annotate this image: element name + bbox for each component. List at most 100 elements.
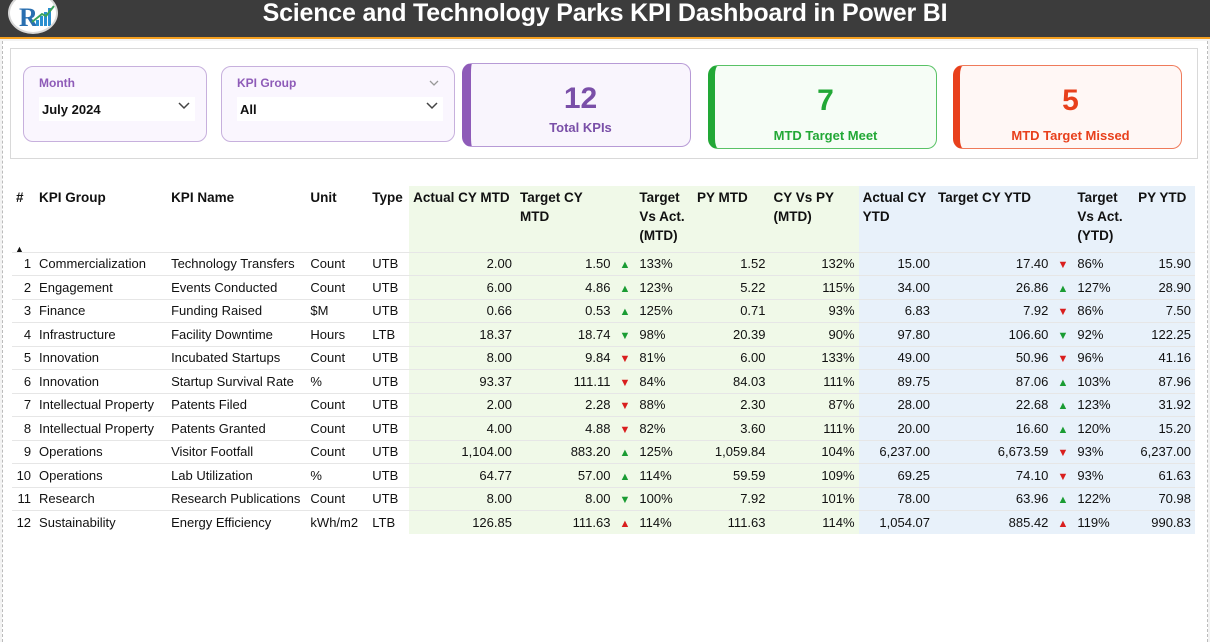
cell-arrow-ytd: ▼: [1052, 298, 1074, 323]
cell-kpi-group: Innovation: [35, 369, 168, 393]
table-row[interactable]: 12 Sustainability Energy Efficiency kWh/m2 L…: [12, 510, 1195, 534]
col-header-target-vs-act-ytd[interactable]: Target Vs Act. (YTD): [1073, 186, 1135, 252]
cell-actual-cy-ytd: 6,237.00: [858, 439, 935, 464]
col-header-index[interactable]: # ▲: [12, 186, 35, 254]
table-row[interactable]: 9 Operations Visitor Footfall Count UTB 1,104…: [12, 439, 1195, 464]
cell-unit: Count: [306, 275, 369, 299]
cell-target-vs-act-mtd: 123%: [635, 275, 694, 299]
triangle-down-icon: ▼: [1057, 329, 1069, 342]
cell-target-vs-act-ytd: 92%: [1073, 322, 1135, 346]
col-header-py-mtd[interactable]: PY MTD: [693, 186, 770, 252]
col-header-unit[interactable]: Unit: [310, 190, 337, 205]
table-row[interactable]: 8 Intellectual Property Patents Granted Cou…: [12, 416, 1195, 440]
col-header-kpi-name[interactable]: KPI Name: [171, 190, 235, 205]
triangle-down-icon: ▼: [1057, 447, 1069, 460]
table-row[interactable]: 4 Infrastructure Facility Downtime Hours LTB…: [12, 322, 1195, 346]
cell-py-ytd: 28.90: [1134, 275, 1195, 299]
cell-py-ytd: 990.83: [1134, 510, 1195, 534]
triangle-up-icon: ▲: [1057, 376, 1069, 389]
cell-py-ytd: 70.98: [1134, 486, 1195, 511]
table-row[interactable]: 7 Intellectual Property Patents Filed Count…: [12, 392, 1195, 417]
cell-kpi-name: Events Conducted: [167, 275, 307, 299]
cell-target-cy-ytd: 6,673.59: [934, 439, 1053, 464]
cell-unit: Count: [306, 416, 369, 440]
kpi-group-dropdown-value: All: [240, 102, 257, 117]
cell-target-cy-ytd: 16.60: [934, 416, 1053, 440]
triangle-up-icon: ▲: [1057, 400, 1069, 413]
table-row[interactable]: 5 Innovation Incubated Startups Count UTB 8.0…: [12, 345, 1195, 370]
cell-arrow-mtd: ▲: [614, 275, 636, 299]
mtd-target-missed-card: 5 MTD Target Missed: [953, 65, 1182, 149]
month-dropdown[interactable]: July 2024: [39, 97, 195, 121]
cell-py-mtd: 59.59: [693, 463, 770, 487]
triangle-up-icon: ▲: [619, 518, 631, 530]
cell-target-vs-act-mtd: 88%: [635, 392, 694, 417]
chevron-down-icon[interactable]: [428, 77, 440, 89]
mtd-target-meet-caption: MTD Target Meet: [773, 128, 878, 143]
cell-arrow-mtd: ▲: [614, 298, 636, 323]
triangle-down-icon: ▼: [1057, 259, 1069, 272]
col-header-actual-cy-mtd[interactable]: Actual CY MTD: [409, 186, 516, 252]
mtd-target-missed-caption: MTD Target Missed: [1011, 128, 1130, 143]
cell-actual-cy-ytd: 89.75: [858, 369, 935, 393]
cell-type: UTB: [368, 298, 410, 323]
cell-kpi-group: Intellectual Property: [35, 416, 168, 440]
cell-kpi-name: Incubated Startups: [167, 345, 307, 370]
cell-py-mtd: 20.39: [693, 322, 770, 346]
table-row[interactable]: 6 Innovation Startup Survival Rate% UTB 93.3…: [12, 369, 1195, 393]
cell-target-cy-ytd: 7.92: [934, 298, 1053, 323]
cell-arrow-ytd: ▲: [1052, 392, 1074, 417]
cell-target-vs-act-mtd: 81%: [635, 345, 694, 370]
cell-target-vs-act-ytd: 93%: [1073, 463, 1135, 487]
table-row[interactable]: 11 Research Research Publications Count UTB 8…: [12, 486, 1195, 511]
sort-ascending-icon[interactable]: ▲: [15, 244, 24, 254]
col-header-py-ytd[interactable]: PY YTD: [1134, 186, 1195, 252]
cell-index: 9: [12, 439, 36, 464]
cell-arrow-ytd: ▲: [1052, 510, 1074, 534]
cell-cy-vs-py-mtd: 101%: [769, 486, 859, 511]
triangle-up-icon: ▲: [1057, 494, 1069, 507]
col-header-type[interactable]: Type: [372, 190, 403, 205]
cell-target-vs-act-mtd: 125%: [635, 439, 694, 464]
chevron-down-icon: [178, 102, 190, 110]
cell-arrow-mtd: ▼: [614, 345, 636, 370]
col-header-target-vs-act-mtd[interactable]: Target Vs Act. (MTD): [635, 186, 694, 252]
col-header-target-cy-ytd[interactable]: Target CY YTD: [934, 186, 1053, 252]
col-header-actual-cy-ytd[interactable]: Actual CY YTD: [858, 186, 935, 252]
cell-target-vs-act-mtd: 133%: [635, 251, 694, 276]
month-slicer-label: Month: [39, 76, 75, 90]
triangle-down-icon: ▼: [619, 376, 631, 389]
cell-py-mtd: 0.71: [693, 298, 770, 323]
cell-target-cy-ytd: 17.40: [934, 251, 1053, 276]
cell-arrow-ytd: ▼: [1052, 322, 1074, 346]
col-header-arrow-ytd: [1052, 186, 1074, 252]
cell-target-cy-mtd: 8.00: [515, 486, 615, 511]
col-header-arrow-mtd: [614, 186, 636, 252]
cell-actual-cy-mtd: 93.37: [409, 369, 516, 393]
col-header-cy-vs-py-mtd[interactable]: CY Vs PY (MTD): [769, 186, 859, 252]
table-row[interactable]: 10 Operations Lab Utilization% UTB 64.77 57.0…: [12, 463, 1195, 487]
mtd-target-missed-value: 5: [1062, 84, 1079, 117]
table-row[interactable]: 3 Finance Funding Raised $M UTB 0.66 0.53 ▲ 125%…: [12, 298, 1195, 323]
col-header-kpi-group[interactable]: KPI Group: [39, 190, 106, 205]
cell-unit: Hours: [306, 322, 369, 346]
table-row[interactable]: 2 Engagement Events Conducted Count UTB 6.00 4…: [12, 275, 1195, 299]
cell-py-ytd: 6,237.00: [1134, 439, 1195, 464]
triangle-up-icon: ▲: [619, 306, 631, 319]
cell-actual-cy-mtd: 2.00: [409, 251, 516, 276]
kpi-table: # ▲ KPI Group KPI Name Unit Type Actual C…: [12, 186, 1195, 534]
col-header-target-cy-mtd[interactable]: Target CY MTD: [515, 186, 615, 252]
cell-py-mtd: 1.52: [693, 251, 770, 276]
cell-py-mtd: 111.63: [693, 510, 770, 534]
cell-actual-cy-mtd: 18.37: [409, 322, 516, 346]
cell-type: UTB: [368, 463, 410, 487]
chevron-down-icon: [426, 102, 438, 110]
cell-kpi-name: Patents Granted: [167, 416, 307, 440]
cell-target-vs-act-ytd: 122%: [1073, 486, 1135, 511]
cell-py-mtd: 1,059.84: [693, 439, 770, 464]
cell-kpi-group: Operations: [35, 439, 168, 464]
table-row[interactable]: 1 Commercialization Technology Transfers Co…: [12, 251, 1195, 276]
kpi-group-dropdown[interactable]: All: [237, 97, 443, 121]
cell-arrow-mtd: ▼: [614, 416, 636, 440]
cell-target-vs-act-ytd: 86%: [1073, 298, 1135, 323]
